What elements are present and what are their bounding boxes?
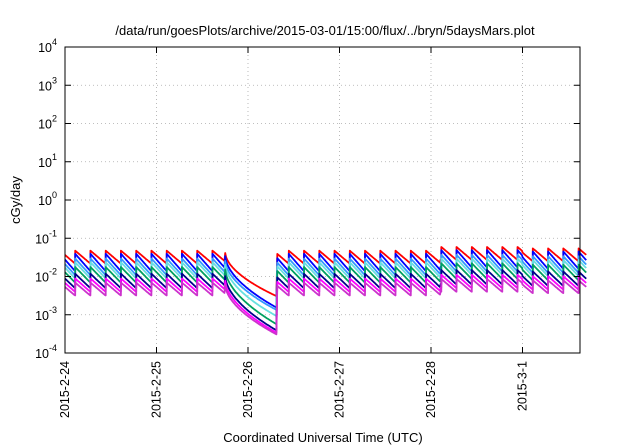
- y-tick-label: 10-1: [35, 228, 57, 246]
- y-tick-label: 101: [38, 152, 57, 170]
- x-tick-label: 2015-3-1: [516, 361, 530, 411]
- y-tick-label: 10-2: [35, 267, 57, 285]
- x-tick-label: 2015-2-27: [333, 361, 347, 418]
- series-line-8: [64, 278, 587, 336]
- y-tick-label: 10-3: [35, 305, 57, 323]
- plot-frame: [64, 46, 581, 354]
- y-axis-label: cGy/day: [8, 176, 23, 224]
- grid: [65, 47, 580, 353]
- x-tick-label: 2015-2-24: [58, 361, 72, 418]
- y-ticks: 10-4 10-3 10-2 10-1 100 101 102 103 104: [35, 37, 580, 361]
- x-tick-label: 2015-2-28: [424, 361, 438, 418]
- y-tick-label: 104: [38, 37, 57, 55]
- chart-title: /data/run/goesPlots/archive/2015-03-01/1…: [115, 23, 535, 38]
- x-tick-label: 2015-2-26: [241, 361, 255, 418]
- y-tick-label: 100: [38, 190, 57, 208]
- series-group: [64, 246, 587, 336]
- y-tick-label: 10-4: [35, 343, 57, 361]
- x-tick-label: 2015-2-25: [150, 361, 164, 418]
- x-ticks: 2015-2-24 2015-2-25 2015-2-26 2015-2-27 2015…: [58, 47, 530, 418]
- y-tick-label: 102: [38, 114, 57, 132]
- x-axis-label: Coordinated Universal Time (UTC): [223, 430, 422, 445]
- y-tick-label: 103: [38, 75, 57, 93]
